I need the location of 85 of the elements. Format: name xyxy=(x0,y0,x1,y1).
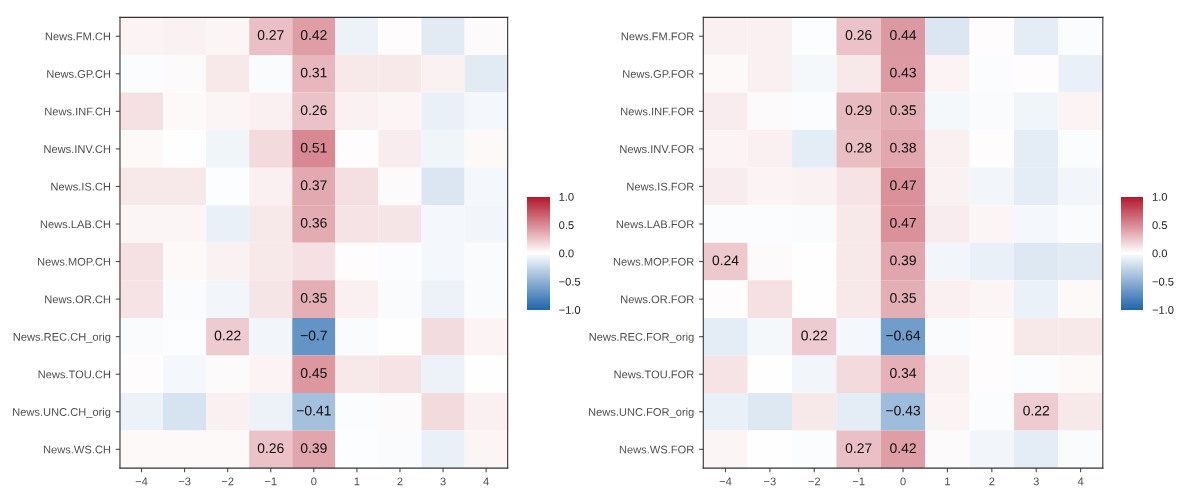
y-tick-label: News.OR.FOR xyxy=(621,295,694,304)
x-tick-label: −3 xyxy=(178,477,191,486)
y-tick-label: News.UNC.CH_orig xyxy=(13,407,111,419)
data-label: 0.43 xyxy=(890,67,916,78)
data-label: 0.35 xyxy=(300,293,327,303)
data-label: 0.36 xyxy=(300,217,327,228)
y-tick-label: News.IS.FOR xyxy=(627,182,694,191)
x-tick-label: 2 xyxy=(989,477,995,486)
data-label: 0.22 xyxy=(214,330,241,341)
color-bar-label: 0.0 xyxy=(1152,249,1168,258)
data-label: −0.7 xyxy=(300,330,327,341)
data-label: 0.29 xyxy=(845,105,872,116)
color-bar-label: −1.0 xyxy=(1152,306,1174,314)
y-tick-label: News.TOU.CH xyxy=(38,370,111,379)
y-tick-label: News.INV.CH xyxy=(44,145,111,154)
x-tick-label: 3 xyxy=(1033,477,1039,486)
x-tick-label: 1 xyxy=(354,477,360,486)
color-bar-label: −0.5 xyxy=(559,277,581,286)
y-tick-label: News.WS.FOR xyxy=(619,445,694,454)
y-tick-label: News.OR.CH xyxy=(45,295,111,304)
y-tick-label: News.REC.FOR_orig xyxy=(589,332,694,343)
x-tick-label: −2 xyxy=(808,477,821,486)
y-tick-label: News.LAB.FOR xyxy=(616,220,694,229)
color-bar-label: −1.0 xyxy=(559,306,581,314)
x-tick-label: −1 xyxy=(852,477,865,486)
data-label: 0.51 xyxy=(300,142,327,153)
x-tick-label: 4 xyxy=(1077,477,1084,486)
data-label: 0.35 xyxy=(890,105,916,116)
y-tick-label: News.FM.FOR xyxy=(621,32,694,41)
data-label: −0.41 xyxy=(296,405,331,416)
data-label: 0.38 xyxy=(890,142,916,153)
x-tick-label: −4 xyxy=(135,477,148,486)
data-label: 0.27 xyxy=(845,443,872,454)
data-label: 0.39 xyxy=(890,255,916,266)
y-tick-label: News.MOP.FOR xyxy=(613,257,694,266)
color-bar-label: 0.5 xyxy=(559,221,574,230)
data-label: 0.42 xyxy=(300,30,327,40)
data-label: 0.26 xyxy=(257,443,284,454)
data-label: 0.45 xyxy=(300,368,327,378)
y-tick-label: News.WS.CH xyxy=(43,445,111,454)
data-label: 0.37 xyxy=(300,180,327,191)
data-label: 0.44 xyxy=(890,30,917,40)
data-label: 0.39 xyxy=(300,443,327,454)
data-label: 0.34 xyxy=(890,368,917,378)
y-tick-label: News.INF.FOR xyxy=(621,107,694,116)
x-tick-label: −3 xyxy=(764,477,776,486)
data-label: 0.26 xyxy=(845,30,872,40)
data-label: 0.47 xyxy=(890,217,916,228)
y-tick-label: News.REC.CH_orig xyxy=(13,332,111,343)
x-tick-label: 0 xyxy=(900,477,906,486)
data-label: 0.47 xyxy=(890,180,916,191)
data-label: 0.24 xyxy=(712,255,739,266)
x-tick-label: 0 xyxy=(311,477,317,486)
y-tick-label: News.IS.CH xyxy=(51,182,111,191)
data-label: 0.22 xyxy=(1023,405,1050,416)
y-tick-label: News.LAB.CH xyxy=(40,220,111,229)
y-tick-label: News.MOP.CH xyxy=(37,257,111,266)
color-bar-label: 1.0 xyxy=(1152,192,1168,201)
x-tick-label: −4 xyxy=(719,477,732,486)
color-bar-label: 1.0 xyxy=(559,192,574,201)
x-tick-label: 1 xyxy=(945,477,950,486)
color-bar-label: 0.5 xyxy=(1152,221,1167,230)
x-tick-label: 4 xyxy=(483,477,489,486)
y-tick-label: News.INF.CH xyxy=(45,107,111,116)
y-tick-label: News.GP.FOR xyxy=(623,70,694,78)
x-tick-label: 3 xyxy=(440,477,446,486)
data-label: 0.22 xyxy=(801,330,828,341)
data-label: 0.42 xyxy=(890,443,916,454)
data-label: 0.28 xyxy=(845,142,872,153)
y-tick-label: News.TOU.FOR xyxy=(614,370,694,379)
y-tick-label: News.UNC.FOR_orig xyxy=(588,407,694,419)
y-tick-label: News.FM.CH xyxy=(45,32,111,41)
data-label: −0.64 xyxy=(886,330,921,341)
data-label: 0.31 xyxy=(300,67,327,78)
y-tick-label: News.INV.FOR xyxy=(620,145,694,154)
x-tick-label: −2 xyxy=(221,477,234,486)
color-bar-label: −0.5 xyxy=(1152,277,1174,286)
data-label: 0.35 xyxy=(890,293,916,303)
x-tick-label: −1 xyxy=(264,477,277,486)
x-tick-label: 2 xyxy=(397,477,403,486)
y-tick-label: News.GP.CH xyxy=(47,70,111,78)
color-bar-label: 0.0 xyxy=(559,249,574,258)
data-label: 0.27 xyxy=(257,30,284,40)
data-label: −0.43 xyxy=(886,405,921,416)
data-label: 0.26 xyxy=(300,105,327,116)
